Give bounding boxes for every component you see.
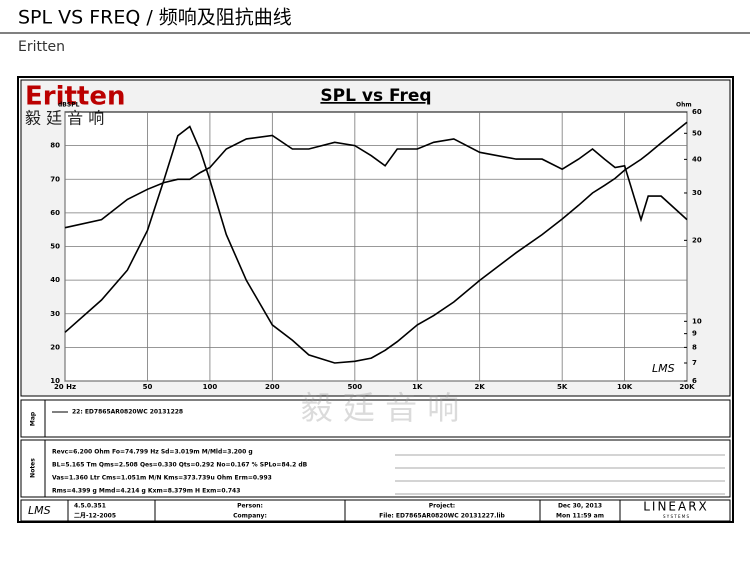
y-tick-label: 80 [50,142,60,150]
y2-tick-label: 8 [692,343,697,351]
y-tick-label: 50 [50,243,60,251]
footer-project: Project: [429,503,455,510]
footer-lms: LMS [28,504,51,517]
y2-tick-label: 50 [692,129,702,137]
note-line: Vas=1.360 Ltr Cms=1.051m M/N Kms=373.739… [52,475,272,482]
y2-tick-label: 40 [692,155,702,163]
note-line: Revc=6.200 Ohm Fo=74.799 Hz Sd=3.019m M/… [52,449,253,456]
logo: Eritten [25,82,126,112]
footer-person: Person: [237,503,263,510]
chart-title: SPL vs Freq [320,86,431,106]
y-tick-label: 30 [50,310,60,318]
y-tick-label: 70 [50,175,60,183]
y2-tick-label: 20 [692,236,702,244]
footer-date: Dec 30, 2013 [558,503,602,510]
x-tick-label: 20K [679,383,695,391]
x-tick-label: 20 Hz [54,383,76,391]
y2-tick-label: 10 [692,317,702,325]
y2-tick-label: 6 [692,377,697,385]
x-tick-label: 5K [557,383,568,391]
notes-box [20,439,731,498]
y-tick-label: 20 [50,343,60,351]
x-tick-label: 100 [203,383,218,391]
x-tick-label: 50 [143,383,153,391]
footer-linearx: LINEARX [643,500,709,514]
legend-entry: 22: ED7865AR0820WC 20131228 [72,409,183,416]
plot-mark: LMS [652,362,675,375]
y2-tick-label: 30 [692,189,702,197]
series-line [64,134,688,229]
brand: Eritten [18,39,65,55]
note-line: Rms=4.399 g Mmd=4.214 g Kxm=8.379m H Exm… [52,488,240,495]
footer-time: Mon 11:59 am [556,513,604,520]
footer-box [20,499,731,522]
page-title: SPL VS FREQ / 频响及阻抗曲线 [18,7,292,29]
watermark: 毅 廷 音 响 [301,389,460,427]
footer-company: Company: [233,513,267,520]
x-tick-label: 2K [475,383,486,391]
x-tick-label: 500 [348,383,363,391]
y-tick-label: 10 [50,377,60,385]
y-axis-label: dBSPL [58,102,80,109]
map-label: Map [30,411,37,426]
footer-date-sw: 二月-12-2005 [74,512,116,520]
map-box [20,399,731,438]
x-tick-label: 1K [412,383,423,391]
y-tick-label: 60 [50,209,60,217]
x-tick-label: 200 [265,383,280,391]
y2-axis-label: Ohm [676,102,692,109]
notes-label: Notes [30,458,37,478]
x-tick-label: 10K [617,383,633,391]
y-tick-label: 40 [50,276,60,284]
series-line [64,121,688,364]
notes: Revc=6.200 Ohm Fo=74.799 Hz Sd=3.019m M/… [52,449,725,495]
y2-tick-label: 9 [692,330,697,338]
footer-systems: S Y S T E M S [663,514,690,519]
footer-file: File: ED7865AR0820WC 20131227.lib [379,513,505,520]
y2-tick-label: 7 [692,359,697,367]
footer-version: 4.5.0.351 [74,503,106,510]
y2-tick-label: 60 [692,108,702,116]
note-line: BL=5.165 Tm Qms=2.508 Qes=0.330 Qts=0.29… [52,462,308,469]
